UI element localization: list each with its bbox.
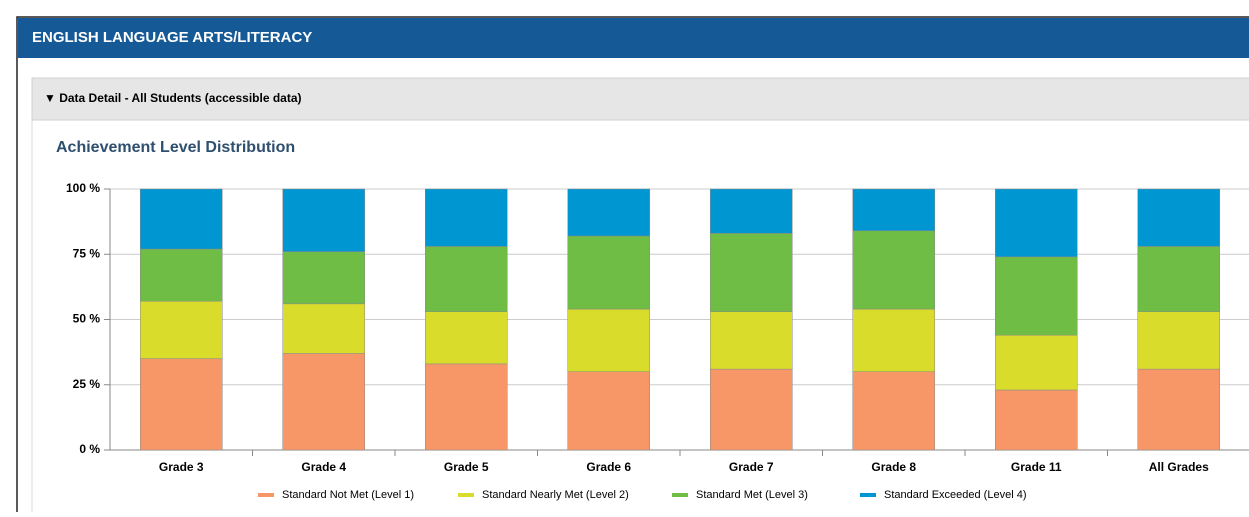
bar-segment — [710, 233, 793, 312]
bar-segment — [1137, 311, 1220, 370]
bar-segment — [140, 300, 223, 359]
bar-segment — [282, 188, 365, 252]
legend-label: Standard Exceeded (Level 4) — [884, 489, 1026, 501]
y-tick-label: 25 % — [73, 377, 101, 391]
bar-segment — [140, 358, 223, 451]
panel-header[interactable] — [31, 77, 1249, 121]
legend-swatch — [860, 493, 876, 497]
bar-segment — [995, 256, 1078, 336]
bar-segment — [1137, 368, 1220, 451]
bar-segment — [852, 188, 935, 232]
bar-segment — [282, 303, 365, 354]
bar-segment — [1137, 188, 1220, 247]
bar-segment — [425, 363, 508, 451]
y-tick-label: 100 % — [66, 181, 100, 195]
legend-swatch — [672, 493, 688, 497]
chart-title: Achievement Level Distribution — [56, 139, 295, 156]
bar-segment — [425, 246, 508, 312]
bar-segment — [140, 248, 223, 302]
header-title: ENGLISH LANGUAGE ARTS/LITERACY — [32, 29, 312, 46]
bar-segment — [567, 371, 650, 451]
y-tick-label: 50 % — [73, 312, 101, 326]
legend-label: Standard Nearly Met (Level 2) — [482, 489, 629, 501]
bar-segment — [282, 353, 365, 451]
bar-segment — [425, 311, 508, 365]
x-tick-label: Grade 3 — [159, 460, 204, 474]
x-tick-label: Grade 7 — [729, 460, 774, 474]
bar-segment — [710, 188, 793, 234]
x-tick-label: Grade 8 — [871, 460, 916, 474]
bar-segment — [425, 188, 508, 247]
bar-segment — [852, 371, 935, 451]
bar-segment — [710, 311, 793, 370]
bar-segment — [1137, 246, 1220, 312]
bar-segment — [710, 368, 793, 451]
panel-title[interactable]: ▼ Data Detail - All Students (accessible… — [44, 91, 302, 105]
legend-label: Standard Not Met (Level 1) — [282, 489, 414, 501]
legend-label: Standard Met (Level 3) — [696, 489, 808, 501]
bar-segment — [567, 308, 650, 372]
bar-segment — [995, 389, 1078, 451]
bar-segment — [282, 251, 365, 305]
x-tick-label: All Grades — [1149, 460, 1209, 474]
bar-segment — [852, 230, 935, 310]
legend-swatch — [258, 493, 274, 497]
x-tick-label: Grade 6 — [586, 460, 631, 474]
header-bar — [18, 18, 1249, 58]
legend-swatch — [458, 493, 474, 497]
x-tick-label: Grade 4 — [301, 460, 346, 474]
bar-segment — [567, 235, 650, 310]
y-tick-label: 75 % — [73, 246, 101, 260]
x-tick-label: Grade 5 — [444, 460, 489, 474]
bar-segment — [567, 188, 650, 237]
bar-segment — [140, 188, 223, 250]
bar-segment — [995, 188, 1078, 258]
x-tick-label: Grade 11 — [1011, 460, 1062, 474]
bar-segment — [995, 334, 1078, 391]
bar-segment — [852, 308, 935, 372]
y-tick-label: 0 % — [79, 442, 100, 456]
